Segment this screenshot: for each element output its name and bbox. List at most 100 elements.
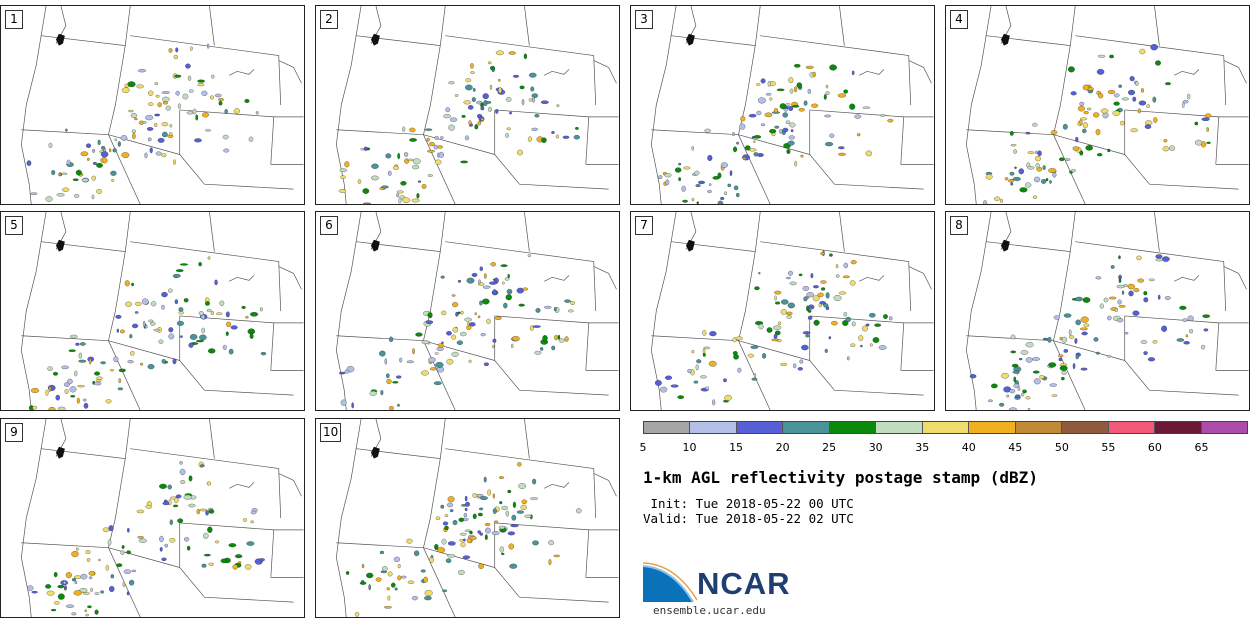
reflectivity-cell	[1075, 296, 1083, 302]
state-boundary	[356, 419, 446, 459]
reflectivity-cell	[217, 98, 225, 101]
reflectivity-cell	[753, 373, 757, 379]
reflectivity-cell	[782, 127, 789, 133]
reflectivity-cell	[735, 336, 743, 341]
reflectivity-cell	[807, 89, 811, 94]
reflectivity-cell	[825, 292, 830, 299]
reflectivity-cell	[85, 613, 89, 617]
reflectivity-cell	[753, 140, 756, 143]
reflectivity-cell	[80, 151, 89, 157]
reflectivity-cell	[110, 574, 115, 579]
reflectivity-cell	[244, 99, 250, 103]
reflectivity-cell	[1070, 91, 1077, 96]
reflectivity-cell	[842, 275, 850, 279]
reflectivity-cell	[516, 287, 524, 294]
reflectivity-cell	[258, 558, 265, 562]
reflectivity-cell	[499, 546, 504, 553]
state-boundary	[494, 109, 609, 190]
reflectivity-cell	[1068, 329, 1072, 336]
reflectivity-cell	[837, 93, 847, 98]
reflectivity-cell	[466, 325, 472, 330]
reflectivity-cell	[1080, 316, 1089, 323]
reflectivity-cell	[447, 554, 456, 558]
reflectivity-cell	[110, 170, 117, 176]
state-boundary	[809, 315, 924, 396]
reflectivity-cell	[118, 378, 121, 384]
reflectivity-cell	[96, 162, 103, 168]
reflectivity-cell	[80, 573, 88, 580]
reflectivity-cell	[58, 173, 62, 176]
reflectivity-cell	[53, 572, 58, 578]
reflectivity-cell	[188, 503, 196, 508]
reflectivity-cell	[532, 325, 541, 328]
colorbar-tick-label: 30	[868, 441, 883, 454]
reflectivity-cell	[691, 146, 694, 151]
reflectivity-cell	[100, 590, 104, 594]
reflectivity-cell	[1004, 177, 1009, 181]
reflectivity-cell	[887, 118, 894, 123]
reflectivity-cell	[116, 563, 123, 568]
reflectivity-cell	[1037, 150, 1042, 157]
reflectivity-cell	[554, 334, 559, 341]
reflectivity-cell	[575, 126, 579, 130]
reflectivity-cell	[88, 576, 93, 580]
reflectivity-cell	[440, 504, 445, 509]
reflectivity-cell	[765, 93, 772, 96]
reflectivity-cell	[26, 160, 32, 166]
reflectivity-cell	[495, 50, 504, 56]
reflectivity-cell	[64, 585, 67, 589]
reflectivity-cell	[1118, 255, 1121, 260]
reflectivity-cell	[705, 386, 709, 390]
reflectivity-cell	[769, 129, 777, 134]
reflectivity-cell	[506, 288, 513, 295]
state-boundary	[278, 60, 302, 84]
reflectivity-cell	[754, 286, 760, 291]
reflectivity-cell	[128, 579, 135, 586]
reflectivity-cell	[427, 149, 435, 153]
reflectivity-cell	[205, 301, 210, 306]
reflectivity-cell	[108, 585, 115, 593]
reflectivity-cell	[158, 339, 164, 344]
reflectivity-cell	[564, 336, 569, 342]
reflectivity-cell	[865, 150, 873, 157]
reflectivity-cell	[357, 179, 362, 184]
reflectivity-cell	[1012, 370, 1020, 374]
reflectivity-cell	[1093, 112, 1100, 118]
reflectivity-cell	[811, 103, 819, 108]
reflectivity-cell	[362, 188, 370, 194]
reflectivity-cell	[1163, 139, 1168, 143]
reflectivity-cell	[399, 195, 405, 200]
reflectivity-cell	[724, 394, 732, 401]
reflectivity-cell	[835, 264, 839, 269]
reflectivity-cell	[207, 526, 213, 533]
reflectivity-cell	[732, 132, 735, 137]
reflectivity-cell	[774, 295, 777, 301]
reflectivity-cell	[528, 98, 533, 102]
reflectivity-cell	[464, 495, 468, 502]
western-us-map	[650, 212, 934, 410]
reflectivity-cell	[225, 331, 229, 336]
reflectivity-cell	[820, 252, 825, 256]
reflectivity-cell	[174, 74, 182, 78]
reflectivity-cell	[340, 175, 346, 179]
reflectivity-cell	[159, 483, 167, 489]
reflectivity-cell	[232, 564, 238, 570]
reflectivity-cell	[1164, 296, 1171, 300]
colorbar-tick-label: 20	[775, 441, 790, 454]
reflectivity-cell	[167, 484, 172, 490]
reflectivity-cell	[147, 102, 154, 106]
reflectivity-cell	[1085, 145, 1093, 151]
reflectivity-cell	[75, 547, 79, 551]
puget-sound-icon	[370, 33, 380, 46]
reflectivity-cell	[48, 406, 56, 410]
reflectivity-cell	[492, 338, 497, 343]
reflectivity-cell	[532, 478, 537, 485]
reflectivity-cell	[463, 100, 471, 105]
state-boundary	[108, 45, 126, 135]
reflectivity-cell	[823, 94, 827, 100]
ensemble-member-panel: 2	[315, 5, 620, 205]
reflectivity-cell	[228, 348, 234, 355]
reflectivity-cell	[1183, 341, 1190, 345]
reflectivity-cell	[1019, 187, 1028, 193]
reflectivity-cell	[512, 501, 516, 508]
